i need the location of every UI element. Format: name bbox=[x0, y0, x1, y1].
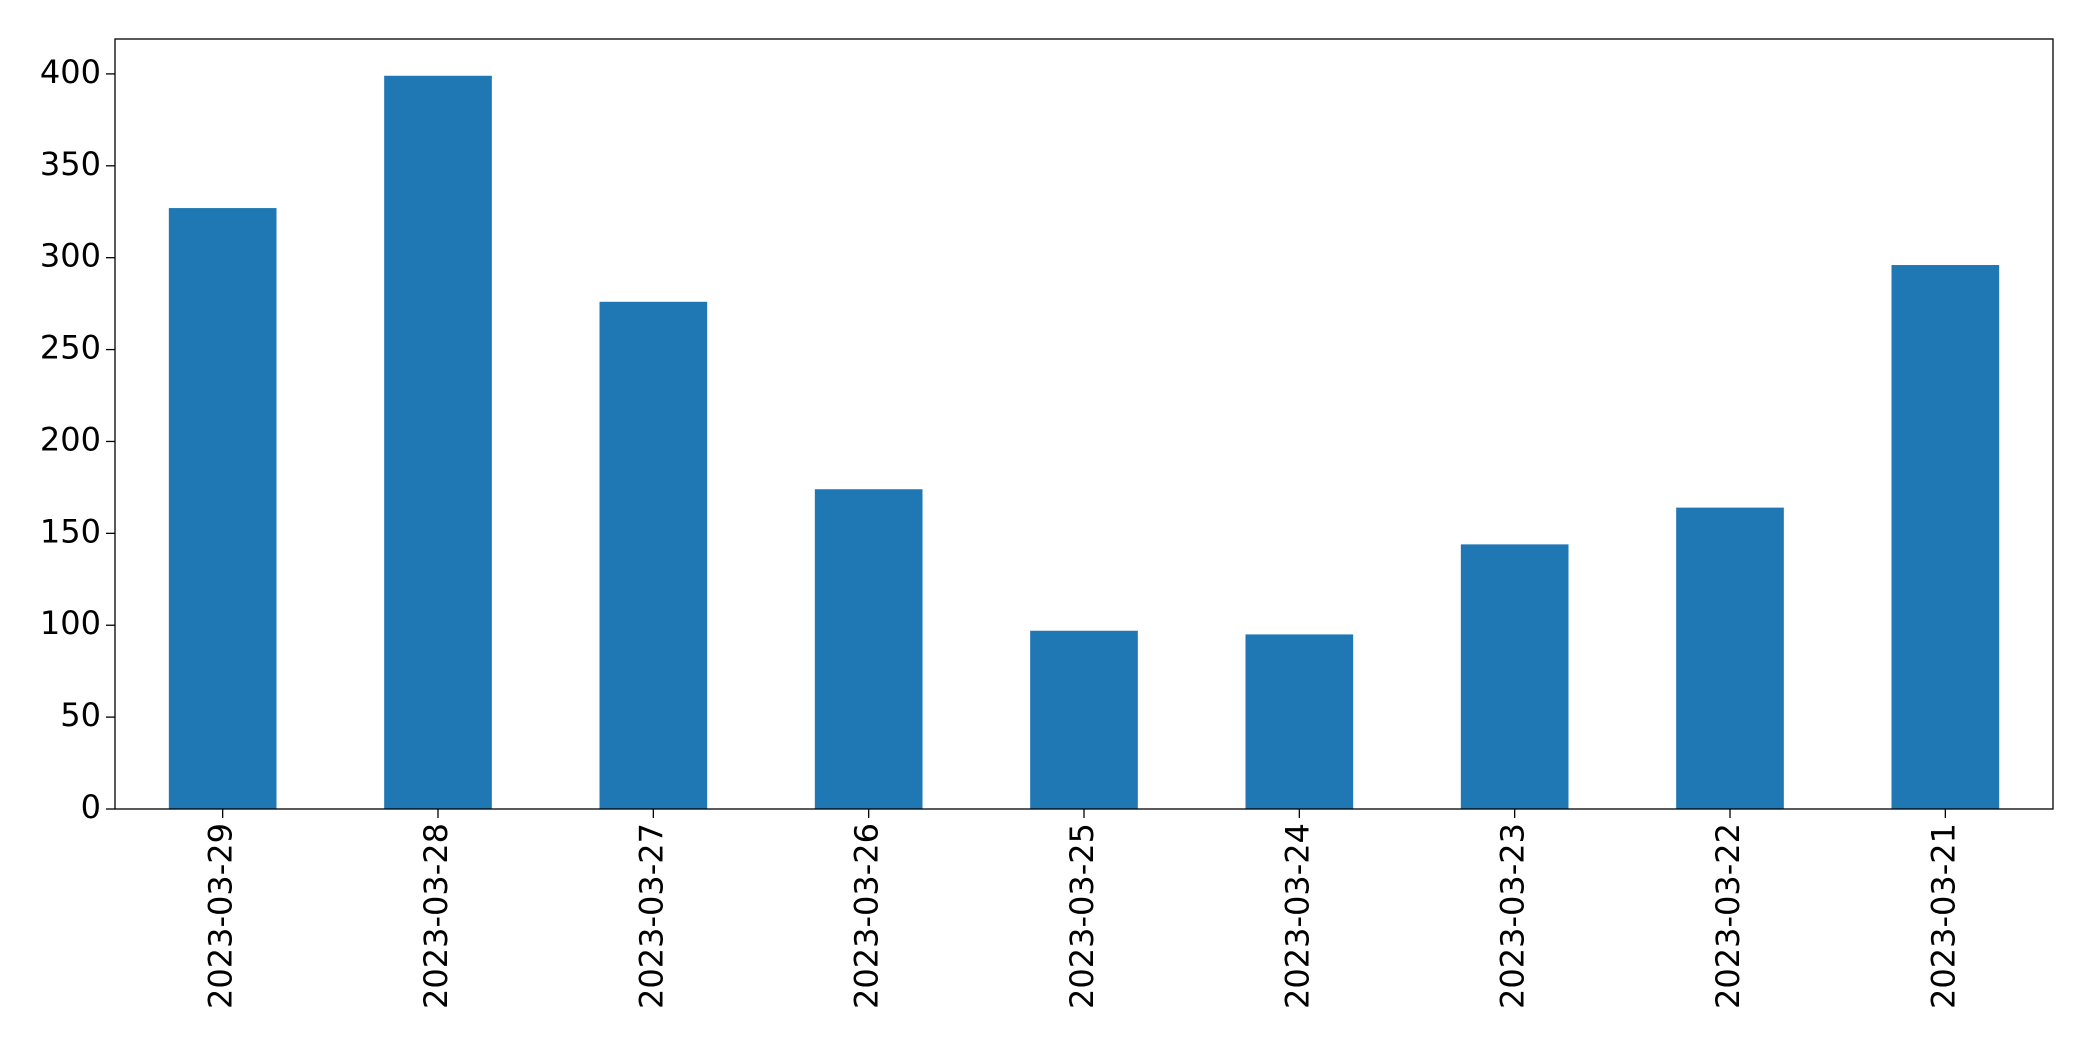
y-tick-label: 300 bbox=[40, 237, 101, 275]
y-tick-label: 350 bbox=[40, 145, 101, 183]
x-tick-label: 2023-03-28 bbox=[417, 823, 455, 1009]
bar bbox=[1676, 507, 1784, 809]
bar bbox=[384, 75, 492, 810]
x-tick-label: 2023-03-29 bbox=[202, 823, 240, 1009]
x-tick-label: 2023-03-21 bbox=[1924, 823, 1962, 1009]
bar bbox=[1030, 630, 1138, 809]
bar bbox=[1245, 634, 1354, 809]
y-tick-label: 250 bbox=[40, 329, 101, 367]
x-tick-label: 2023-03-26 bbox=[848, 823, 886, 1009]
x-tick-label: 2023-03-25 bbox=[1063, 823, 1101, 1009]
x-tick-label: 2023-03-27 bbox=[632, 823, 670, 1009]
y-tick-label: 150 bbox=[40, 512, 101, 550]
bar bbox=[814, 489, 923, 809]
x-tick-label: 2023-03-23 bbox=[1494, 823, 1532, 1009]
bar bbox=[1891, 265, 2000, 809]
y-tick-label: 100 bbox=[40, 604, 101, 642]
x-tick-label: 2023-03-24 bbox=[1278, 823, 1316, 1009]
x-tick-label: 2023-03-22 bbox=[1709, 823, 1747, 1009]
y-tick-label: 0 bbox=[81, 788, 101, 826]
bar bbox=[1460, 544, 1569, 809]
bar bbox=[168, 208, 277, 809]
plot-frame bbox=[114, 38, 2054, 810]
y-tick-label: 200 bbox=[40, 420, 101, 458]
bar bbox=[599, 301, 708, 809]
y-tick-label: 50 bbox=[60, 696, 101, 734]
y-tick-label: 400 bbox=[40, 53, 101, 91]
